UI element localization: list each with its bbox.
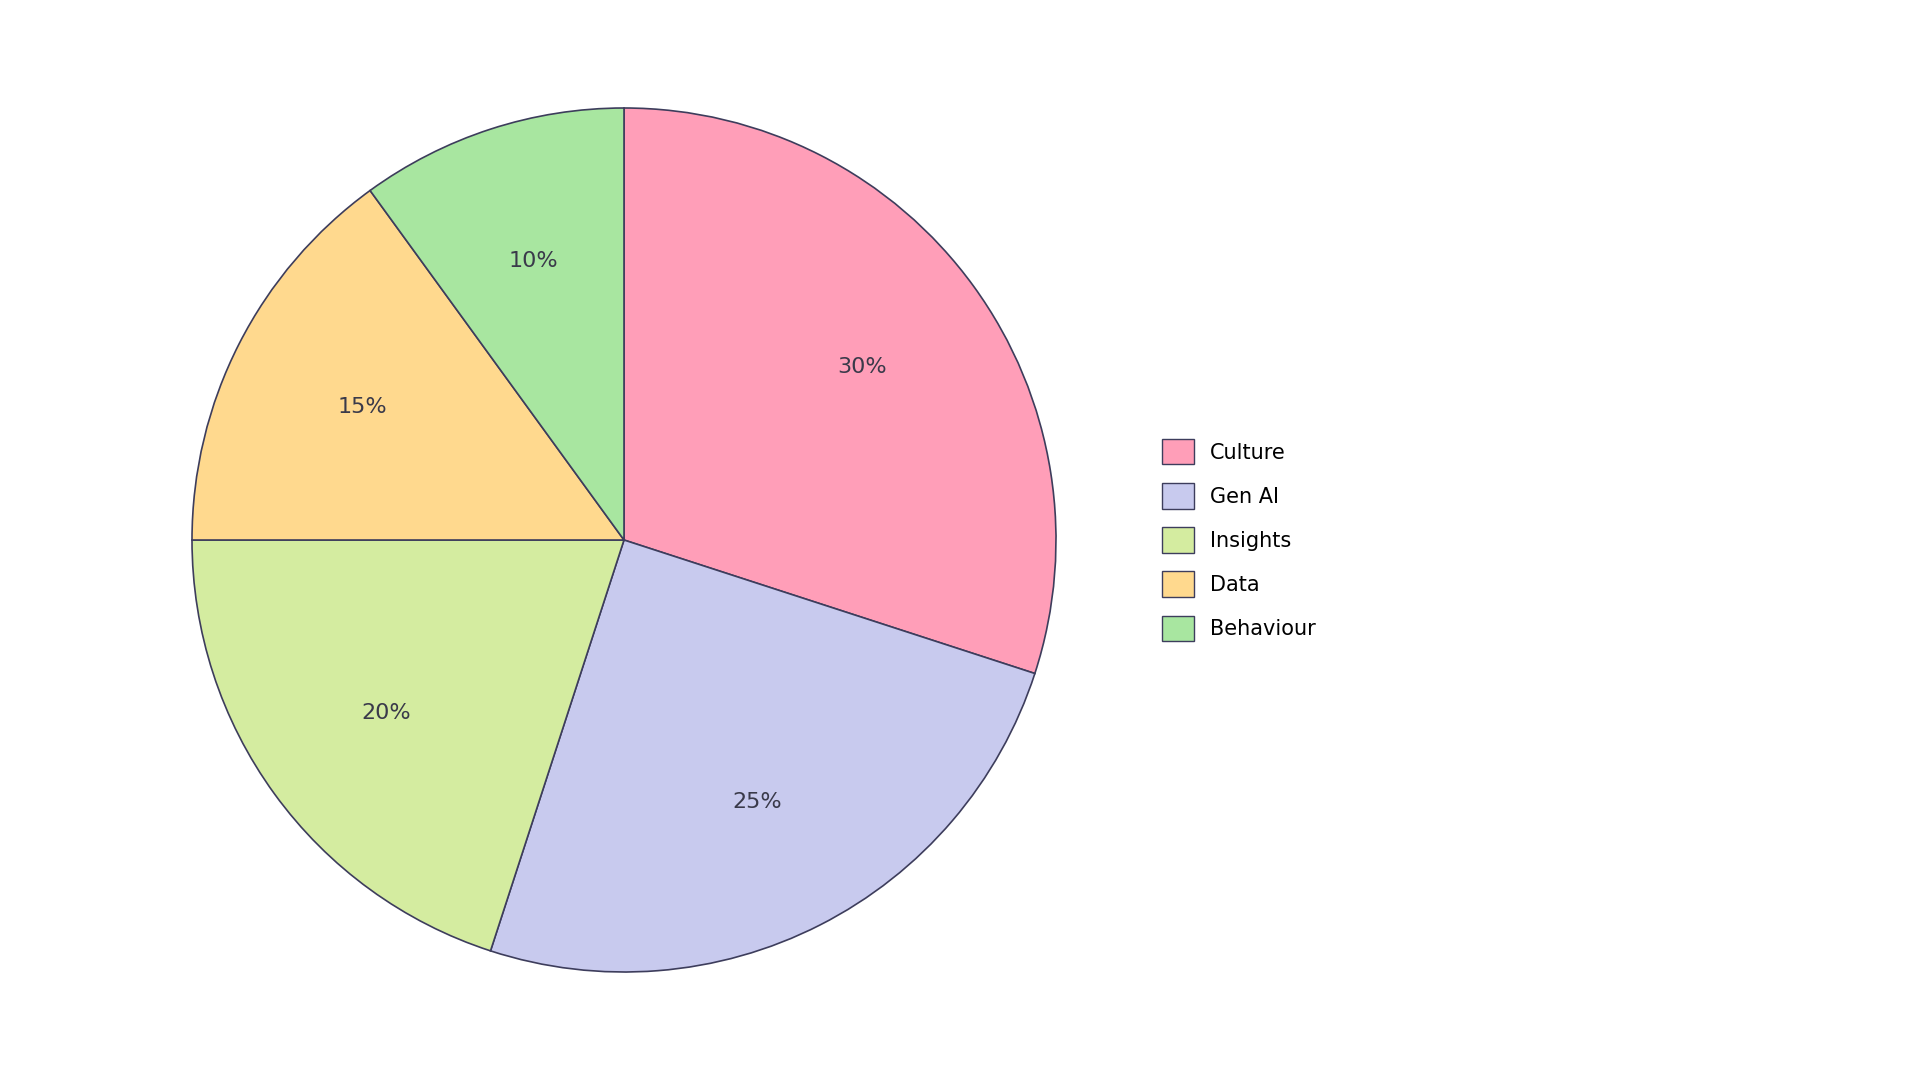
Wedge shape xyxy=(490,540,1035,972)
Wedge shape xyxy=(371,108,624,540)
Wedge shape xyxy=(192,190,624,540)
Legend: Culture, Gen AI, Insights, Data, Behaviour: Culture, Gen AI, Insights, Data, Behavio… xyxy=(1162,438,1315,642)
Text: 25%: 25% xyxy=(733,792,781,812)
Text: 30%: 30% xyxy=(837,357,887,377)
Wedge shape xyxy=(192,540,624,950)
Text: 10%: 10% xyxy=(509,251,559,271)
Text: 15%: 15% xyxy=(338,396,388,417)
Wedge shape xyxy=(624,108,1056,674)
Text: 20%: 20% xyxy=(361,703,411,723)
